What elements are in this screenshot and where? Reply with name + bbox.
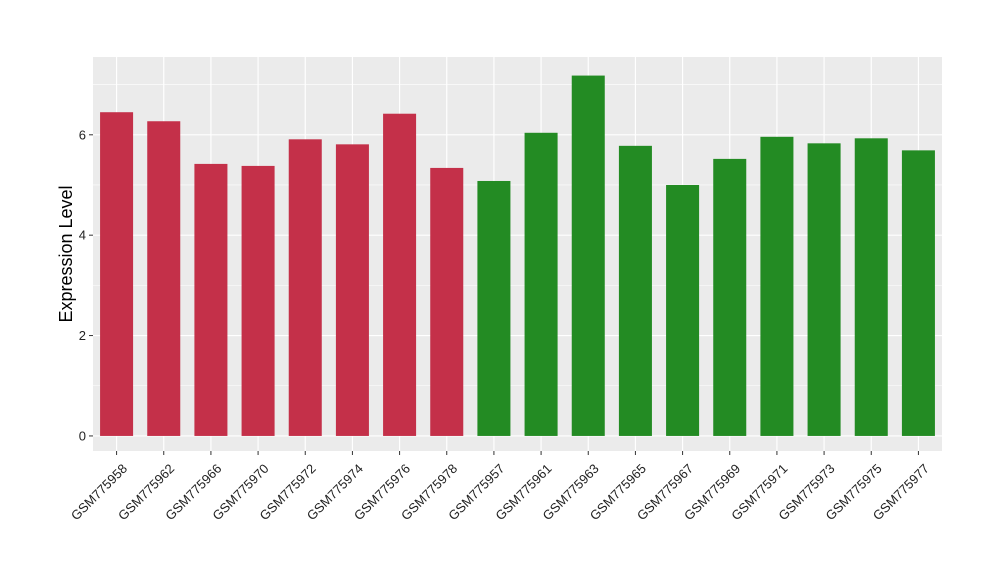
y-tick-label: 6: [79, 127, 86, 142]
bar-GSM775963: [571, 75, 605, 436]
y-tick-label: 0: [79, 428, 86, 443]
y-tick-label: 4: [79, 228, 86, 243]
y-tick-label: 2: [79, 328, 86, 343]
bar-GSM775976: [383, 113, 417, 436]
x-axis: GSM775958GSM775962GSM775966GSM775970GSM7…: [68, 451, 932, 523]
plot-panel: [93, 57, 942, 451]
bar-GSM775962: [147, 121, 181, 436]
bar-GSM775957: [477, 180, 511, 436]
bar-GSM775978: [430, 167, 464, 436]
bar-GSM775973: [807, 143, 841, 436]
bar-GSM775967: [666, 184, 700, 436]
bar-GSM775958: [100, 112, 134, 436]
bars: [100, 75, 935, 436]
bar-GSM775977: [901, 150, 935, 436]
bar-GSM775969: [713, 158, 747, 436]
bar-GSM775965: [618, 145, 652, 436]
bar-GSM775971: [760, 136, 794, 436]
bar-GSM775966: [194, 163, 228, 436]
y-axis: 0 2 4 6: [79, 127, 93, 443]
bar-GSM775970: [241, 165, 275, 436]
bar-GSM775961: [524, 132, 558, 436]
bar-GSM775975: [854, 138, 888, 436]
minor-gridlines: [93, 84, 942, 387]
bar-GSM775974: [335, 144, 369, 436]
y-axis-title: Expression Level: [56, 185, 76, 322]
bar-GSM775972: [288, 139, 322, 436]
